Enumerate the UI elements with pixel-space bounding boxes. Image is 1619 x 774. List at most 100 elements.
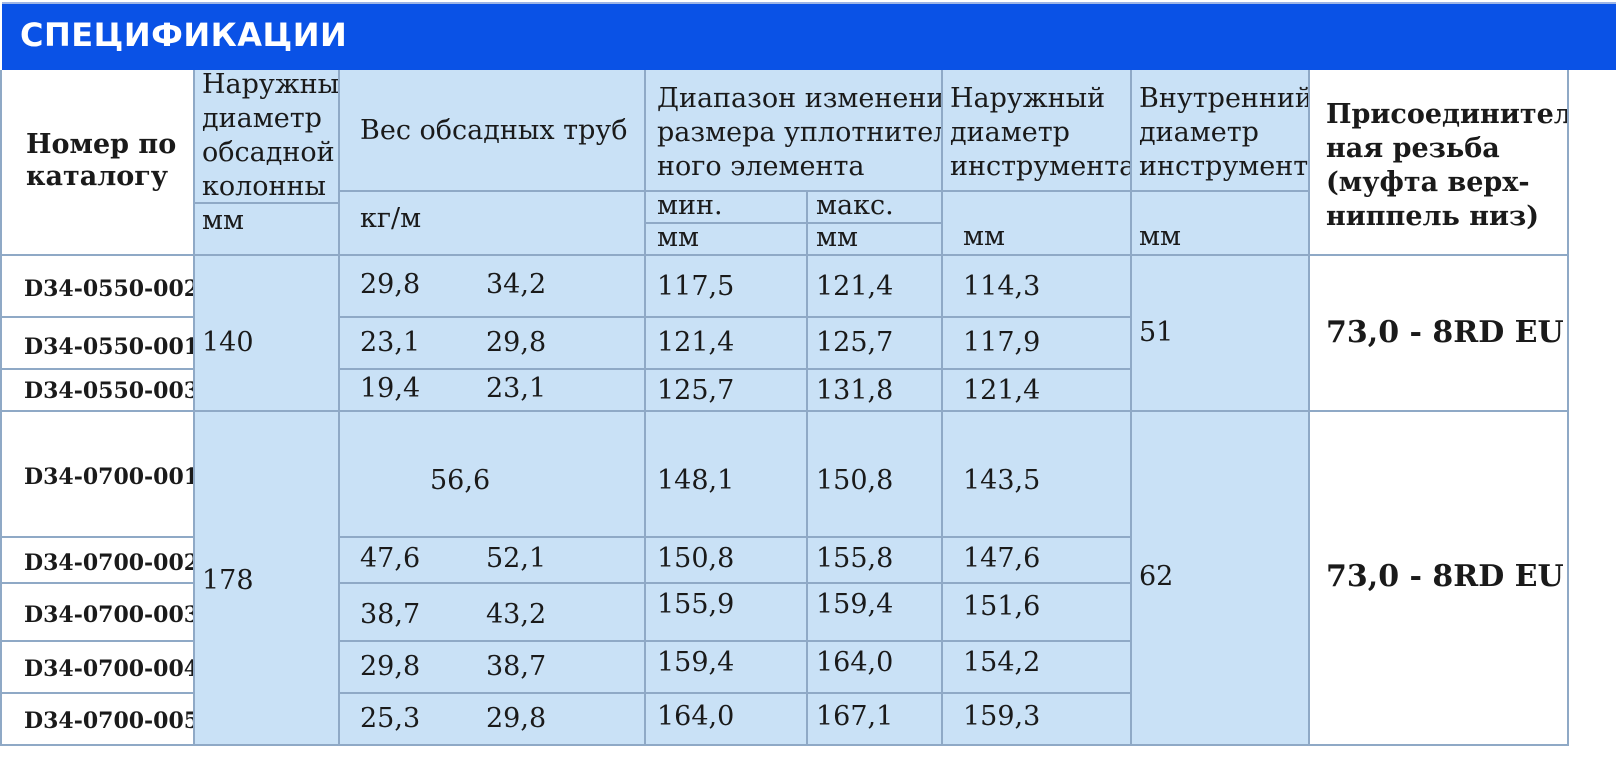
seal-max-value: 150,8 (816, 465, 894, 496)
weight-cell: 23,1 29,8 (340, 318, 646, 370)
header-catalog-line2: каталогу (26, 161, 169, 192)
table-row-catalog: D34-0700-004 (0, 642, 195, 694)
seal-min-value: 159,4 (657, 647, 735, 678)
seal-min-cell: 164,0 (646, 694, 808, 746)
header-seal-range-line2: размера уплотнитель (657, 117, 943, 148)
header-tool-inner: Внутренний диаметр инструмента (1132, 70, 1310, 192)
weight-cell: 19,4 23,1 (340, 370, 646, 412)
weight-from: 29,8 (360, 651, 421, 682)
weight-to: 29,8 (486, 327, 547, 358)
tool-od-value: 159,3 (963, 701, 1041, 732)
tool-od-value: 114,3 (963, 271, 1041, 302)
table-row-catalog: D34-0700-001 (0, 412, 195, 538)
tool-od-cell: 151,6 (943, 584, 1132, 642)
header-tool-inner-unit: мм (1132, 192, 1310, 256)
seal-min-cell: 125,7 (646, 370, 808, 412)
header-thread-line4: ниппель низ) (1326, 201, 1540, 232)
header-seal-min-label: мин. (657, 192, 723, 221)
header-outer-casing-line3: обсадной (202, 137, 335, 168)
title-banner: СПЕЦИФИКАЦИИ (2, 2, 1616, 70)
seal-max-value: 159,4 (816, 589, 894, 620)
weight-to: 38,7 (486, 651, 547, 682)
tool-od-cell: 159,3 (943, 694, 1132, 746)
unit-label: мм (657, 224, 700, 253)
header-seal-range: Диапазон изменения размера уплотнитель н… (646, 70, 943, 192)
header-tool-inner-line3: инструмента (1139, 151, 1310, 182)
casing-od-cell: 178 (195, 412, 340, 746)
weight-to: 29,8 (486, 703, 547, 734)
table-row-catalog: D34-0700-003 (0, 584, 195, 642)
header-thread: Присоединитель ная резьба (муфта верх- н… (1310, 70, 1569, 256)
seal-min-value: 148,1 (657, 465, 735, 496)
header-catalog-line1: Номер по (26, 129, 177, 160)
seal-min-cell: 155,9 (646, 584, 808, 642)
table-row-catalog: D34-0550-002 (0, 256, 195, 318)
tool-id-value: 51 (1139, 317, 1174, 348)
header-seal-range-line1: Диапазон изменения (657, 83, 943, 114)
tool-od-cell: 117,9 (943, 318, 1132, 370)
seal-max-cell: 150,8 (808, 412, 943, 538)
tool-od-value: 151,6 (963, 591, 1041, 622)
header-tool-outer: Наружный диаметр инструмента (943, 70, 1132, 192)
page-title: СПЕЦИФИКАЦИИ (20, 16, 348, 54)
header-casing-weight-unit: кг/м (340, 192, 646, 256)
tool-od-cell: 114,3 (943, 256, 1132, 318)
thread-value: 73,0 - 8RD EU (1326, 559, 1564, 594)
catalog-number: D34-0550-001 (24, 334, 195, 360)
casing-od-value: 140 (202, 327, 254, 358)
tool-od-cell: 121,4 (943, 370, 1132, 412)
unit-label: кг/м (360, 203, 422, 234)
seal-min-value: 125,7 (657, 375, 735, 406)
catalog-number: D34-0700-005 (24, 708, 195, 734)
seal-min-cell: 159,4 (646, 642, 808, 694)
header-tool-outer-line3: инструмента (950, 151, 1132, 182)
seal-min-value: 121,4 (657, 327, 735, 358)
thread-cell: 73,0 - 8RD EU (1310, 256, 1569, 412)
header-seal-range-line3: ного элемента (657, 151, 865, 182)
seal-min-cell: 121,4 (646, 318, 808, 370)
weight-from: 38,7 (360, 599, 421, 630)
unit-label: мм (1139, 221, 1182, 252)
header-thread-line1: Присоединитель (1326, 99, 1569, 130)
seal-max-cell: 131,8 (808, 370, 943, 412)
seal-min-cell: 117,5 (646, 256, 808, 318)
weight-to: 43,2 (486, 599, 547, 630)
weight-from: 23,1 (360, 327, 421, 358)
weight-from: 25,3 (360, 703, 421, 734)
header-tool-inner-line2: диаметр (1139, 117, 1259, 148)
thread-value: 73,0 - 8RD EU (1326, 315, 1564, 350)
weight-cell: 29,8 38,7 (340, 642, 646, 694)
header-tool-outer-line2: диаметр (950, 117, 1070, 148)
seal-max-value: 125,7 (816, 327, 894, 358)
seal-min-cell: 148,1 (646, 412, 808, 538)
table-row-catalog: D34-0700-002 (0, 538, 195, 584)
header-thread-line2: ная резьба (1326, 133, 1500, 164)
unit-label: мм (816, 224, 859, 253)
seal-min-value: 117,5 (657, 271, 735, 302)
table-row-catalog: D34-0550-001 (0, 318, 195, 370)
table-row-catalog: D34-0550-003 (0, 370, 195, 412)
catalog-number: D34-0550-002 (24, 276, 195, 302)
catalog-number: D34-0700-002 (24, 550, 195, 576)
weight-to: 34,2 (486, 269, 547, 300)
seal-min-value: 150,8 (657, 543, 735, 574)
tool-od-value: 143,5 (963, 465, 1041, 496)
tool-od-value: 154,2 (963, 647, 1041, 678)
header-seal-max: макс. (808, 192, 943, 224)
header-seal-min: мин. (646, 192, 808, 224)
seal-max-value: 167,1 (816, 701, 894, 732)
seal-max-cell: 159,4 (808, 584, 943, 642)
tool-od-value: 147,6 (963, 543, 1041, 574)
seal-max-value: 121,4 (816, 271, 894, 302)
header-tool-outer-unit: мм (943, 192, 1132, 256)
header-outer-casing-line2: диаметр (202, 103, 322, 134)
seal-min-value: 164,0 (657, 701, 735, 732)
seal-max-cell: 155,8 (808, 538, 943, 584)
seal-max-cell: 167,1 (808, 694, 943, 746)
weight-from: 47,6 (360, 543, 421, 574)
unit-label: мм (202, 205, 245, 236)
header-thread-line3: (муфта верх- (1326, 167, 1530, 198)
header-seal-max-unit: мм (808, 224, 943, 256)
tool-id-cell: 51 (1132, 256, 1310, 412)
seal-min-value: 155,9 (657, 589, 735, 620)
